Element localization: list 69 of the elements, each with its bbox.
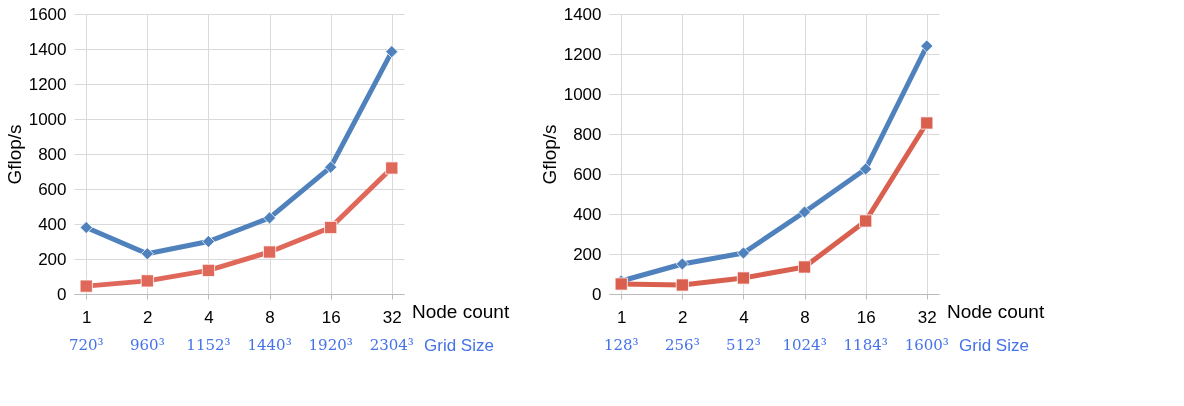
y-tick-label: 600 [573, 164, 602, 184]
point [385, 45, 399, 59]
point [324, 220, 338, 235]
x-tick-label: 4 [739, 307, 749, 327]
text: 1600³ [904, 336, 949, 354]
y-tick-label: 1000 [28, 109, 67, 129]
point [859, 214, 873, 228]
point [140, 247, 154, 261]
x-tick-label: 32 [382, 307, 402, 327]
text: 1920³ [308, 336, 353, 354]
y-tick-label: 1400 [563, 4, 602, 24]
x-tick-label: 16 [856, 307, 876, 327]
y-tick-label: 1400 [28, 39, 67, 59]
point [675, 257, 689, 271]
point [798, 205, 812, 219]
y-tick-label: 400 [38, 214, 67, 234]
point [201, 263, 215, 277]
x-tick-label: 2 [678, 307, 688, 327]
point [920, 116, 934, 130]
y-tick-label: 400 [573, 204, 602, 224]
point [79, 220, 93, 235]
point [263, 245, 277, 259]
y-tick-label: 600 [38, 179, 67, 199]
y-tick-label: 0 [592, 284, 602, 304]
text: 128³ [603, 336, 639, 354]
y-tick-label: 800 [38, 144, 67, 164]
y-axis-title: Gflop/s [538, 124, 560, 185]
text: 1440³ [247, 336, 292, 354]
x-tick-label: 4 [204, 307, 214, 327]
point [385, 161, 399, 175]
text: 2304³ [369, 336, 414, 354]
x-tick-label: 1 [81, 307, 92, 327]
point [140, 274, 154, 288]
y-tick-label: 800 [573, 124, 602, 144]
y-tick-label: 1200 [563, 44, 602, 64]
text: 1024³ [782, 336, 827, 354]
text: 720³ [68, 336, 104, 354]
point [201, 234, 215, 249]
point [736, 246, 750, 260]
text: Grid Size [959, 336, 1029, 355]
text: 512³ [726, 336, 761, 354]
text: Node count [412, 301, 510, 322]
y-tick-label: 1000 [563, 84, 602, 104]
text: 1152³ [186, 336, 231, 354]
text: Node count [947, 301, 1045, 322]
y-tick-label: 0 [57, 284, 67, 304]
point [675, 278, 689, 292]
x-tick-label: 8 [265, 307, 275, 327]
y-tick-label: 1200 [28, 74, 67, 94]
x-tick-label: 1 [616, 307, 627, 327]
text: 256³ [665, 336, 700, 354]
text: Grid Size [424, 336, 494, 355]
point [736, 271, 750, 285]
x-tick-label: 32 [917, 307, 937, 327]
x-tick-label: 16 [321, 307, 341, 327]
text: 960³ [130, 336, 165, 354]
y-tick-label: 200 [573, 244, 602, 264]
y-tick-label: 200 [38, 249, 67, 269]
point [798, 260, 812, 274]
point [79, 279, 93, 293]
text: 1184³ [843, 336, 888, 354]
point [324, 160, 338, 174]
y-axis-title: Gflop/s [3, 124, 25, 185]
x-tick-label: 8 [800, 307, 810, 327]
x-tick-label: 2 [143, 307, 153, 327]
point [263, 211, 277, 225]
point [859, 162, 873, 176]
y-tick-label: 1600 [28, 4, 67, 24]
point [920, 39, 934, 53]
